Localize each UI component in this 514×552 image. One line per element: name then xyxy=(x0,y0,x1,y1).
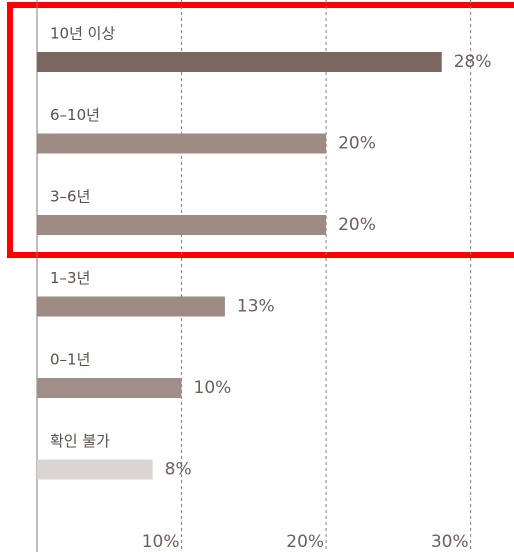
value-label: 8% xyxy=(165,460,192,480)
value-label: 13% xyxy=(237,297,275,317)
category-label: 0–1년 xyxy=(50,351,90,369)
category-label: 10년 이상 xyxy=(50,25,115,43)
bar xyxy=(37,52,442,72)
highlight-box xyxy=(7,2,514,258)
x-tick-label: 20% xyxy=(286,532,324,552)
bar xyxy=(37,133,327,154)
bar xyxy=(37,378,182,398)
value-label: 10% xyxy=(194,378,232,398)
category-label: 1–3년 xyxy=(50,269,90,287)
bar xyxy=(37,296,225,317)
x-tick-label: 10% xyxy=(142,532,180,552)
value-label: 20% xyxy=(338,134,376,154)
value-label: 28% xyxy=(454,52,492,72)
x-tick-label: 30% xyxy=(431,532,469,552)
category-label: 3–6년 xyxy=(50,188,90,206)
category-label: 확인 불가 xyxy=(50,432,110,450)
bar xyxy=(37,215,327,235)
bar xyxy=(37,459,153,480)
category-label: 6–10년 xyxy=(50,106,100,124)
value-label: 20% xyxy=(338,215,376,235)
